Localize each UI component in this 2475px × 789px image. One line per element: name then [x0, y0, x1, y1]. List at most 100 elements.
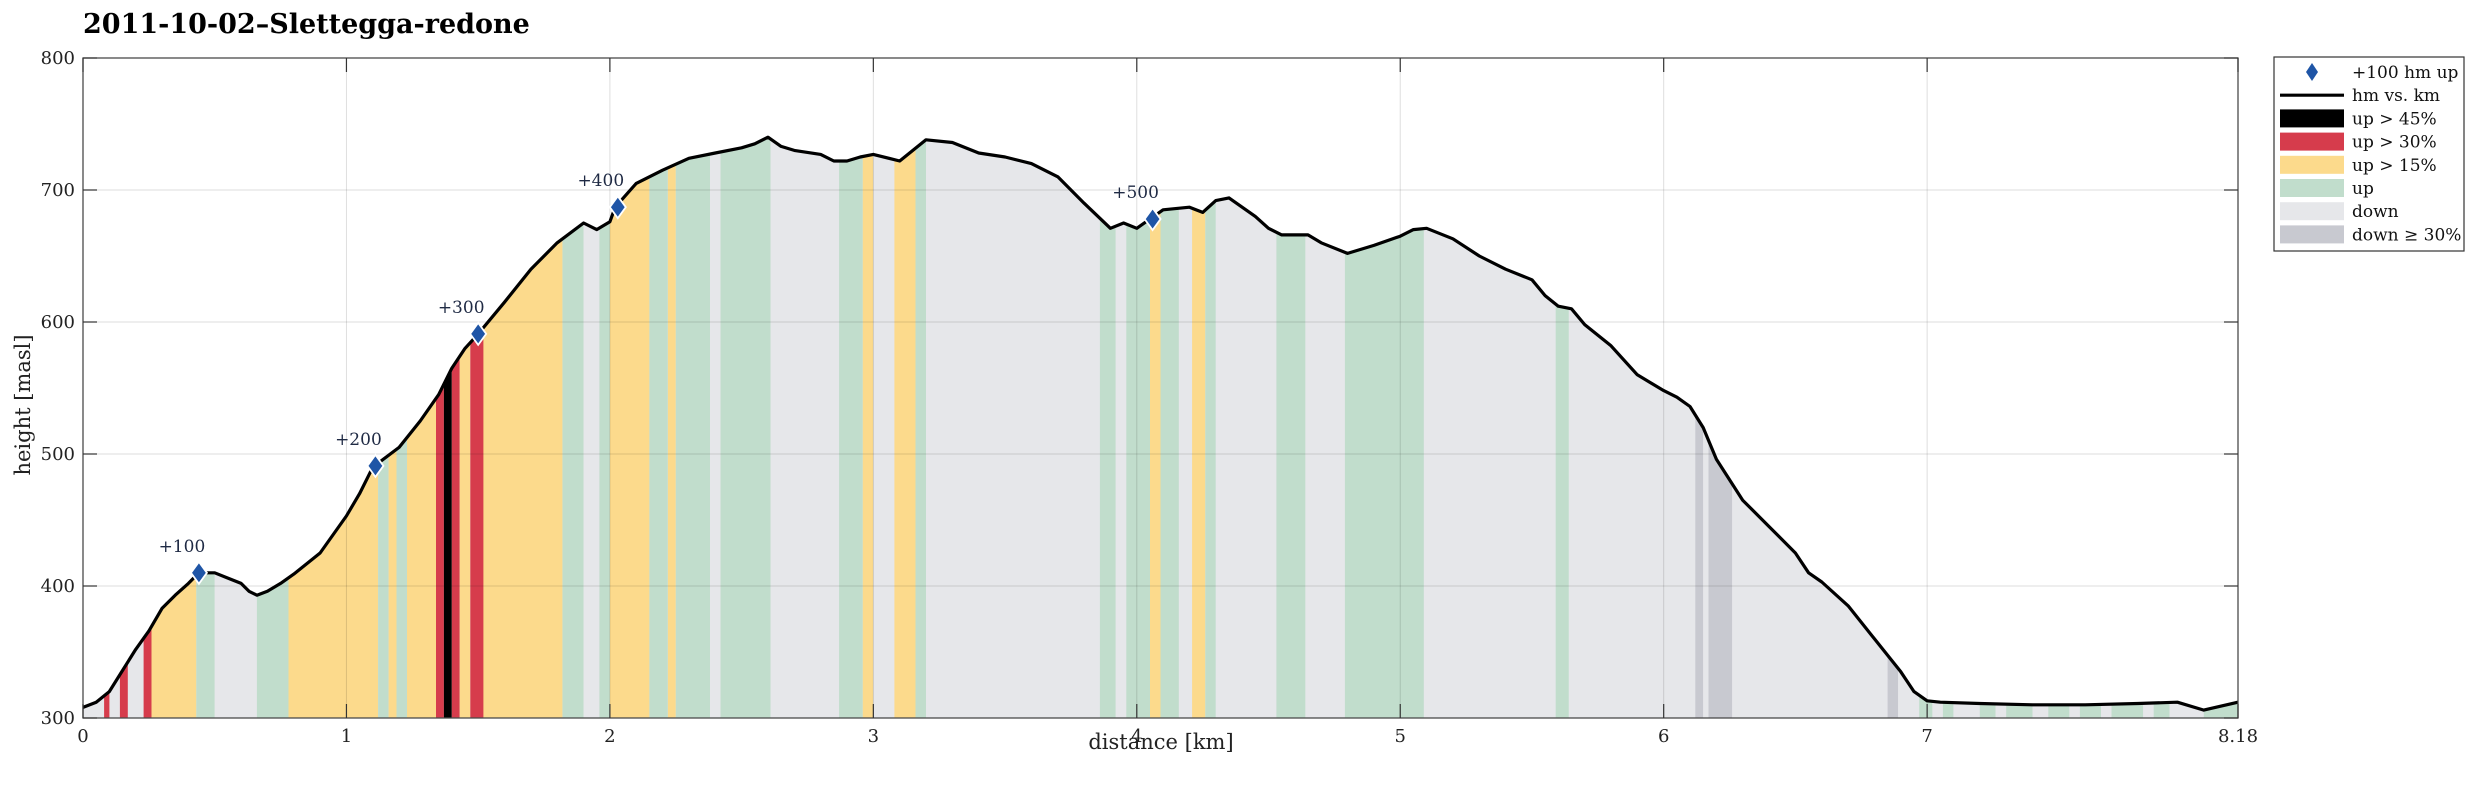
band-down — [770, 137, 840, 718]
x-tick-label: 8.18 — [2218, 726, 2258, 747]
band-up — [1344, 137, 1424, 718]
y-tick-label: 500 — [41, 444, 75, 465]
band-up30 — [119, 137, 128, 718]
band-up — [599, 137, 610, 718]
band-up — [2006, 137, 2033, 718]
x-tick-label: 3 — [868, 726, 879, 747]
x-tick-label: 6 — [1658, 726, 1669, 747]
band-down — [214, 137, 257, 718]
band-down — [926, 137, 1100, 718]
band-up30 — [104, 137, 110, 718]
legend-swatch-up45 — [2280, 109, 2344, 128]
band-up — [675, 137, 710, 718]
band-up — [1942, 137, 1954, 718]
climb-marker — [608, 194, 627, 220]
band-up — [1919, 137, 1933, 718]
band-down — [1932, 137, 1943, 718]
band-up — [196, 137, 215, 718]
y-tick-label: 400 — [41, 576, 75, 597]
band-down — [873, 137, 895, 718]
legend-swatch-down — [2280, 202, 2344, 221]
band-up15 — [1150, 137, 1161, 718]
band-up30 — [451, 137, 460, 718]
band-up — [915, 137, 926, 718]
band-down — [2101, 137, 2112, 718]
band-down — [1732, 137, 1888, 718]
band-down30 — [1708, 137, 1733, 718]
legend-label: up — [2352, 179, 2374, 199]
legend-label: down — [2352, 202, 2399, 222]
band-down — [2069, 137, 2080, 718]
band-down — [1178, 137, 1193, 718]
x-axis-label: distance [km] — [1088, 730, 1233, 754]
x-tick-label: 5 — [1395, 726, 1406, 747]
climb-marker-label: +200 — [335, 430, 382, 450]
band-down — [1423, 137, 1556, 718]
band-up — [720, 137, 771, 718]
band-up15 — [407, 137, 436, 718]
legend-label: down ≥ 30% — [2352, 225, 2461, 245]
band-down — [2032, 137, 2049, 718]
band-up — [1205, 137, 1216, 718]
band-down30 — [1887, 137, 1899, 718]
legend-label: up > 45% — [2352, 109, 2437, 129]
band-up — [396, 137, 407, 718]
grid — [83, 58, 2238, 718]
legend-swatch-down30 — [2280, 225, 2344, 244]
band-up30 — [436, 137, 444, 718]
x-tick-label: 4 — [1131, 726, 1142, 747]
band-down — [2143, 137, 2154, 718]
band-down — [583, 137, 600, 718]
band-up — [2111, 137, 2144, 718]
legend-swatch-marker — [2306, 63, 2318, 81]
band-up15 — [388, 137, 397, 718]
band-down — [1898, 137, 1920, 718]
y-tick-label: 800 — [41, 48, 75, 69]
band-up — [1160, 137, 1179, 718]
climb-marker — [189, 560, 209, 586]
band-up15 — [862, 137, 874, 718]
band-up30 — [470, 137, 484, 718]
band-down — [1115, 137, 1127, 718]
band-up15 — [609, 137, 650, 718]
band-down — [1703, 137, 1709, 718]
y-axis-label: height [masl] — [11, 334, 35, 475]
x-tick-label: 7 — [1921, 726, 1932, 747]
chart-title: 2011-10-02–Slettegga-redone — [83, 9, 530, 40]
band-up — [2203, 137, 2238, 718]
legend: +100 hm up hm vs. km up > 45% up > 30% up > … — [2273, 56, 2465, 252]
legend-swatch-up — [2280, 179, 2344, 197]
band-up15 — [894, 137, 916, 718]
legend-label: hm vs. km — [2352, 86, 2440, 106]
band-up — [1099, 137, 1116, 718]
band-up45 — [443, 137, 452, 718]
legend-label: +100 hm up — [2352, 63, 2459, 83]
band-up — [562, 137, 584, 718]
band-up15 — [1192, 137, 1206, 718]
climb-marker-label: +100 — [159, 537, 206, 557]
legend-swatch-up15 — [2280, 155, 2344, 174]
climb-marker-label: +300 — [438, 298, 485, 318]
band-up — [1555, 137, 1569, 718]
climb-marker — [1143, 206, 1162, 232]
climb-marker-label: +400 — [577, 171, 624, 191]
legend-swatch-up30 — [2280, 132, 2344, 151]
legend-label: up > 15% — [2352, 156, 2437, 176]
band-up — [256, 137, 289, 718]
band-down — [1215, 137, 1277, 718]
slope-bands — [83, 137, 2238, 718]
climb-markers: +100 +200 +300 +400 +500 — [159, 171, 1162, 586]
band-up15 — [459, 137, 471, 718]
band-up — [1126, 137, 1150, 718]
climb-marker — [366, 453, 385, 479]
band-up15 — [483, 137, 563, 718]
band-up — [839, 137, 863, 718]
band-up — [2048, 137, 2070, 718]
band-up — [649, 137, 668, 718]
band-up15 — [151, 137, 197, 718]
x-tick-label: 0 — [77, 726, 88, 747]
band-down — [1953, 137, 1980, 718]
plot-frame — [82, 57, 2239, 719]
elevation-line — [82, 135, 2239, 712]
band-down30 — [1695, 137, 1704, 718]
